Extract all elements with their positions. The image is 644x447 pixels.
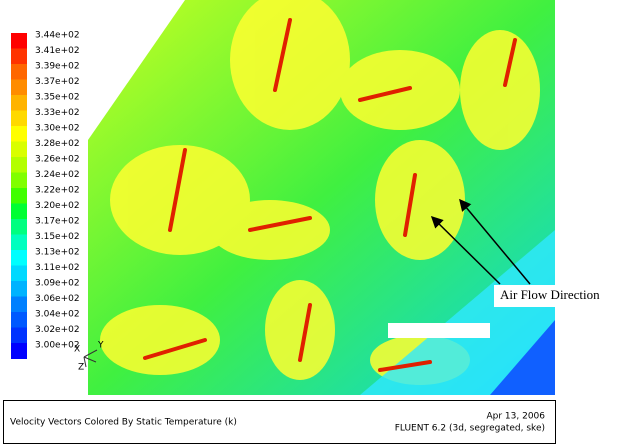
colorbar-swatch xyxy=(11,343,27,359)
colorbar-swatch xyxy=(11,312,27,328)
colorbar-swatch xyxy=(11,141,27,158)
colorbar-label: 3.28e+02 xyxy=(35,139,80,149)
colorbar-label: 3.09e+02 xyxy=(35,279,80,289)
colorbar-swatch xyxy=(11,250,27,266)
colorbar-label: 3.00e+02 xyxy=(35,341,80,351)
colorbar-label: 3.11e+02 xyxy=(35,263,80,273)
colorbar: 3.44e+02 3.41e+02 3.39e+02 3.37e+02 3.35e+02… xyxy=(11,31,80,359)
colorbar-swatch xyxy=(11,327,27,344)
colorbar-label: 3.35e+02 xyxy=(35,93,80,103)
footer-box xyxy=(3,400,556,444)
colorbar-label: 3.02e+02 xyxy=(35,325,80,335)
colorbar-swatch xyxy=(11,64,27,80)
colorbar-label: 3.24e+02 xyxy=(35,170,80,180)
colorbar-swatch xyxy=(11,157,27,173)
colorbar-swatch xyxy=(11,265,27,282)
scale-bar xyxy=(388,323,490,338)
colorbar-swatch xyxy=(11,172,27,189)
colorbar-swatch xyxy=(11,33,27,49)
colorbar-swatch xyxy=(11,48,27,65)
footer-version: FLUENT 6.2 (3d, segregated, ske) xyxy=(395,424,545,434)
flow-field xyxy=(88,0,555,395)
colorbar-swatch xyxy=(11,95,27,111)
colorbar-label: 3.06e+02 xyxy=(35,294,80,304)
axis-label: Z xyxy=(78,363,84,373)
colorbar-label: 3.30e+02 xyxy=(35,124,80,134)
arrow xyxy=(430,215,501,285)
colorbar-swatch xyxy=(11,79,27,96)
colorbar-label: 3.13e+02 xyxy=(35,248,80,258)
colorbar-label: 3.33e+02 xyxy=(35,108,80,118)
colorbar-swatch xyxy=(11,188,27,204)
colorbar-label: 3.41e+02 xyxy=(35,46,80,56)
axis-label: X xyxy=(74,345,80,355)
colorbar-label: 3.39e+02 xyxy=(35,62,80,72)
colorbar-swatch xyxy=(11,281,27,297)
annotation: Air Flow Direction xyxy=(500,287,600,302)
colorbar-swatch xyxy=(11,110,27,127)
colorbar-label: 3.15e+02 xyxy=(35,232,80,242)
colorbar-swatch xyxy=(11,234,27,251)
annotation-box xyxy=(494,285,644,307)
colorbar-swatch xyxy=(11,126,27,142)
colorbar-label: 3.04e+02 xyxy=(35,310,80,320)
colorbar-label: 3.44e+02 xyxy=(35,31,80,41)
colorbar-swatch xyxy=(11,296,27,313)
colorbar-label: 3.37e+02 xyxy=(35,77,80,87)
colorbar-swatch xyxy=(11,219,27,235)
footer-date: Apr 13, 2006 xyxy=(486,412,545,422)
colorbar-label: 3.20e+02 xyxy=(35,201,80,211)
axis-triad xyxy=(83,349,98,368)
arrow xyxy=(459,198,531,285)
colorbar-swatch xyxy=(11,203,27,220)
colorbar-label: 3.17e+02 xyxy=(35,217,80,227)
colorbar-label: 3.26e+02 xyxy=(35,155,80,165)
axis-label: Y xyxy=(97,341,104,351)
footer-title: Velocity Vectors Colored By Static Tempe… xyxy=(10,418,237,428)
colorbar-label: 3.22e+02 xyxy=(35,186,80,196)
